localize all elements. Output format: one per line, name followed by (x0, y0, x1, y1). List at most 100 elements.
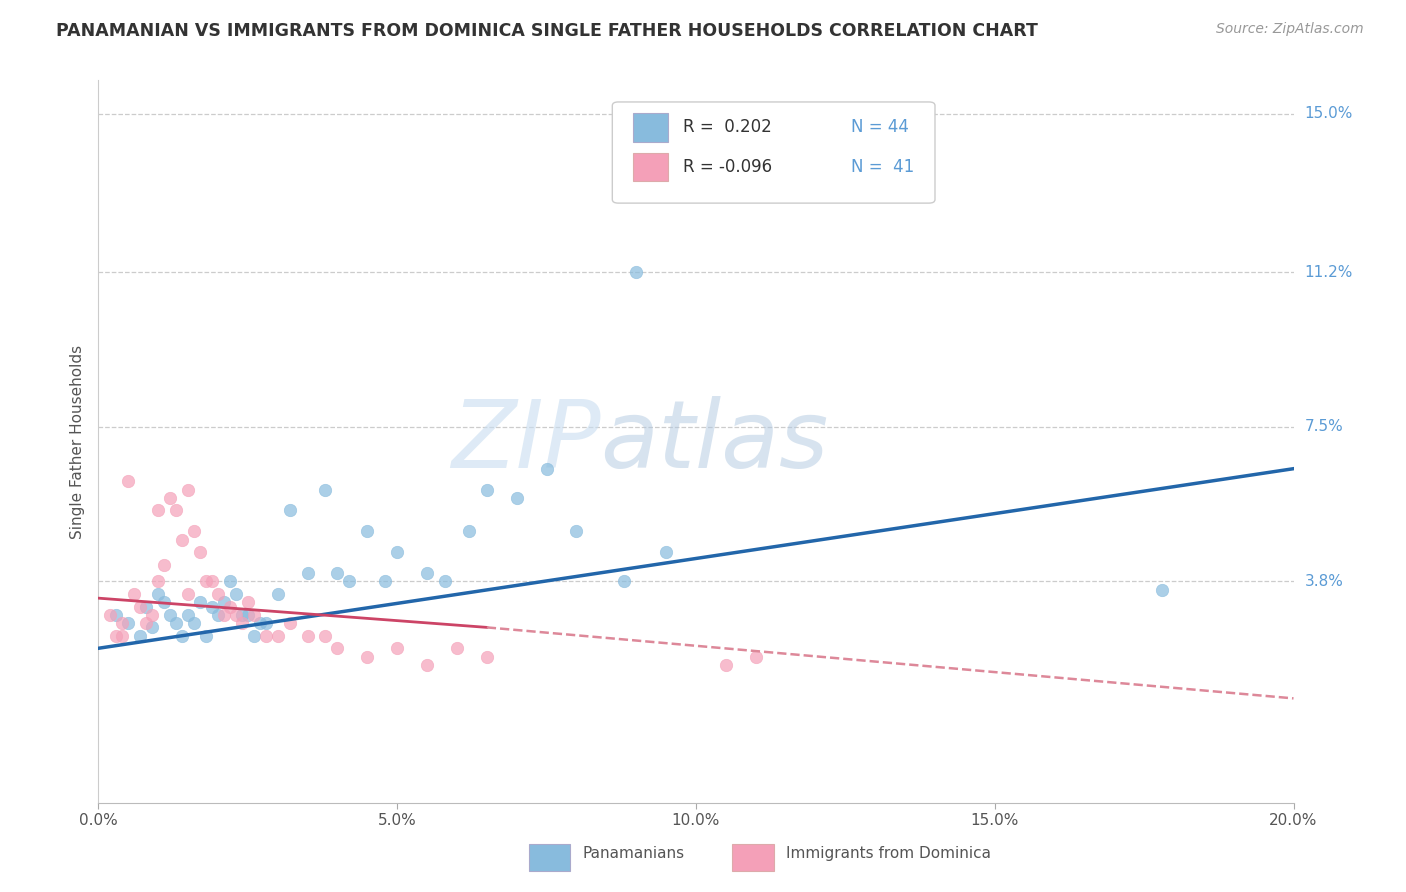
FancyBboxPatch shape (529, 844, 571, 871)
Point (655, 545, 678, 559)
Point (626, 265, 648, 279)
Point (195, 574, 218, 589)
Point (165, 616, 187, 631)
Point (326, 566, 349, 580)
Point (188, 545, 211, 559)
Point (458, 524, 481, 539)
Point (183, 616, 205, 631)
Point (315, 483, 337, 497)
Point (201, 574, 224, 589)
FancyBboxPatch shape (633, 112, 668, 142)
Point (236, 595, 259, 609)
Point (315, 629, 337, 643)
Point (172, 629, 194, 643)
Point (153, 595, 176, 609)
Point (297, 566, 319, 580)
Text: N =  41: N = 41 (852, 158, 914, 176)
Point (745, 649, 768, 664)
FancyBboxPatch shape (613, 102, 935, 203)
Point (278, 503, 301, 517)
Point (141, 607, 163, 622)
Y-axis label: Single Father Households: Single Father Households (69, 344, 84, 539)
Point (148, 587, 170, 601)
Point (129, 629, 152, 643)
Point (613, 574, 636, 589)
Point (195, 629, 218, 643)
Text: R =  0.202: R = 0.202 (683, 119, 772, 136)
Point (254, 629, 277, 643)
Text: 15.0%: 15.0% (1305, 106, 1353, 121)
Point (117, 474, 139, 488)
Point (129, 599, 152, 614)
Point (225, 587, 247, 601)
Point (267, 629, 290, 643)
Point (183, 524, 205, 539)
Point (243, 629, 266, 643)
Point (219, 599, 242, 614)
Point (326, 641, 349, 656)
Point (536, 461, 558, 475)
Point (207, 587, 229, 601)
Point (434, 574, 457, 589)
Text: Panamanians: Panamanians (582, 846, 685, 861)
Point (117, 616, 139, 631)
Point (177, 587, 200, 601)
Point (356, 649, 378, 664)
Point (475, 649, 498, 664)
Point (111, 616, 134, 631)
Point (475, 483, 498, 497)
Point (177, 607, 200, 622)
Point (201, 599, 224, 614)
Point (231, 616, 253, 631)
Text: 3.8%: 3.8% (1305, 574, 1344, 589)
Text: ZIP: ZIP (451, 396, 600, 487)
Point (177, 483, 200, 497)
Point (243, 607, 266, 622)
Point (249, 616, 271, 631)
Point (254, 616, 277, 631)
Point (236, 607, 259, 622)
Point (105, 629, 128, 643)
Text: Source: ZipAtlas.com: Source: ZipAtlas.com (1216, 22, 1364, 37)
Point (297, 629, 319, 643)
Point (374, 574, 396, 589)
Point (188, 595, 211, 609)
Point (159, 491, 181, 505)
Point (1152, 582, 1174, 597)
Point (212, 607, 235, 622)
Point (105, 607, 128, 622)
Point (98, 607, 122, 622)
Point (565, 524, 588, 539)
Point (416, 657, 439, 672)
Text: 7.5%: 7.5% (1305, 419, 1343, 434)
Point (141, 620, 163, 634)
Point (225, 607, 247, 622)
Point (135, 599, 157, 614)
Point (231, 607, 253, 622)
Point (135, 616, 157, 631)
Point (148, 574, 170, 589)
Text: N = 44: N = 44 (852, 119, 910, 136)
Point (124, 587, 146, 601)
Point (148, 503, 170, 517)
Point (212, 595, 235, 609)
Text: 11.2%: 11.2% (1305, 265, 1353, 280)
Point (165, 503, 187, 517)
FancyBboxPatch shape (633, 153, 668, 181)
Point (385, 545, 409, 559)
FancyBboxPatch shape (733, 844, 773, 871)
Point (153, 558, 176, 572)
Point (506, 491, 529, 505)
Point (714, 657, 737, 672)
Point (219, 574, 242, 589)
Point (356, 524, 378, 539)
Point (172, 533, 194, 547)
Point (278, 616, 301, 631)
Point (159, 607, 181, 622)
Point (416, 566, 439, 580)
Point (267, 587, 290, 601)
Point (339, 574, 361, 589)
Text: R = -0.096: R = -0.096 (683, 158, 772, 176)
Text: atlas: atlas (600, 396, 828, 487)
Point (446, 641, 468, 656)
